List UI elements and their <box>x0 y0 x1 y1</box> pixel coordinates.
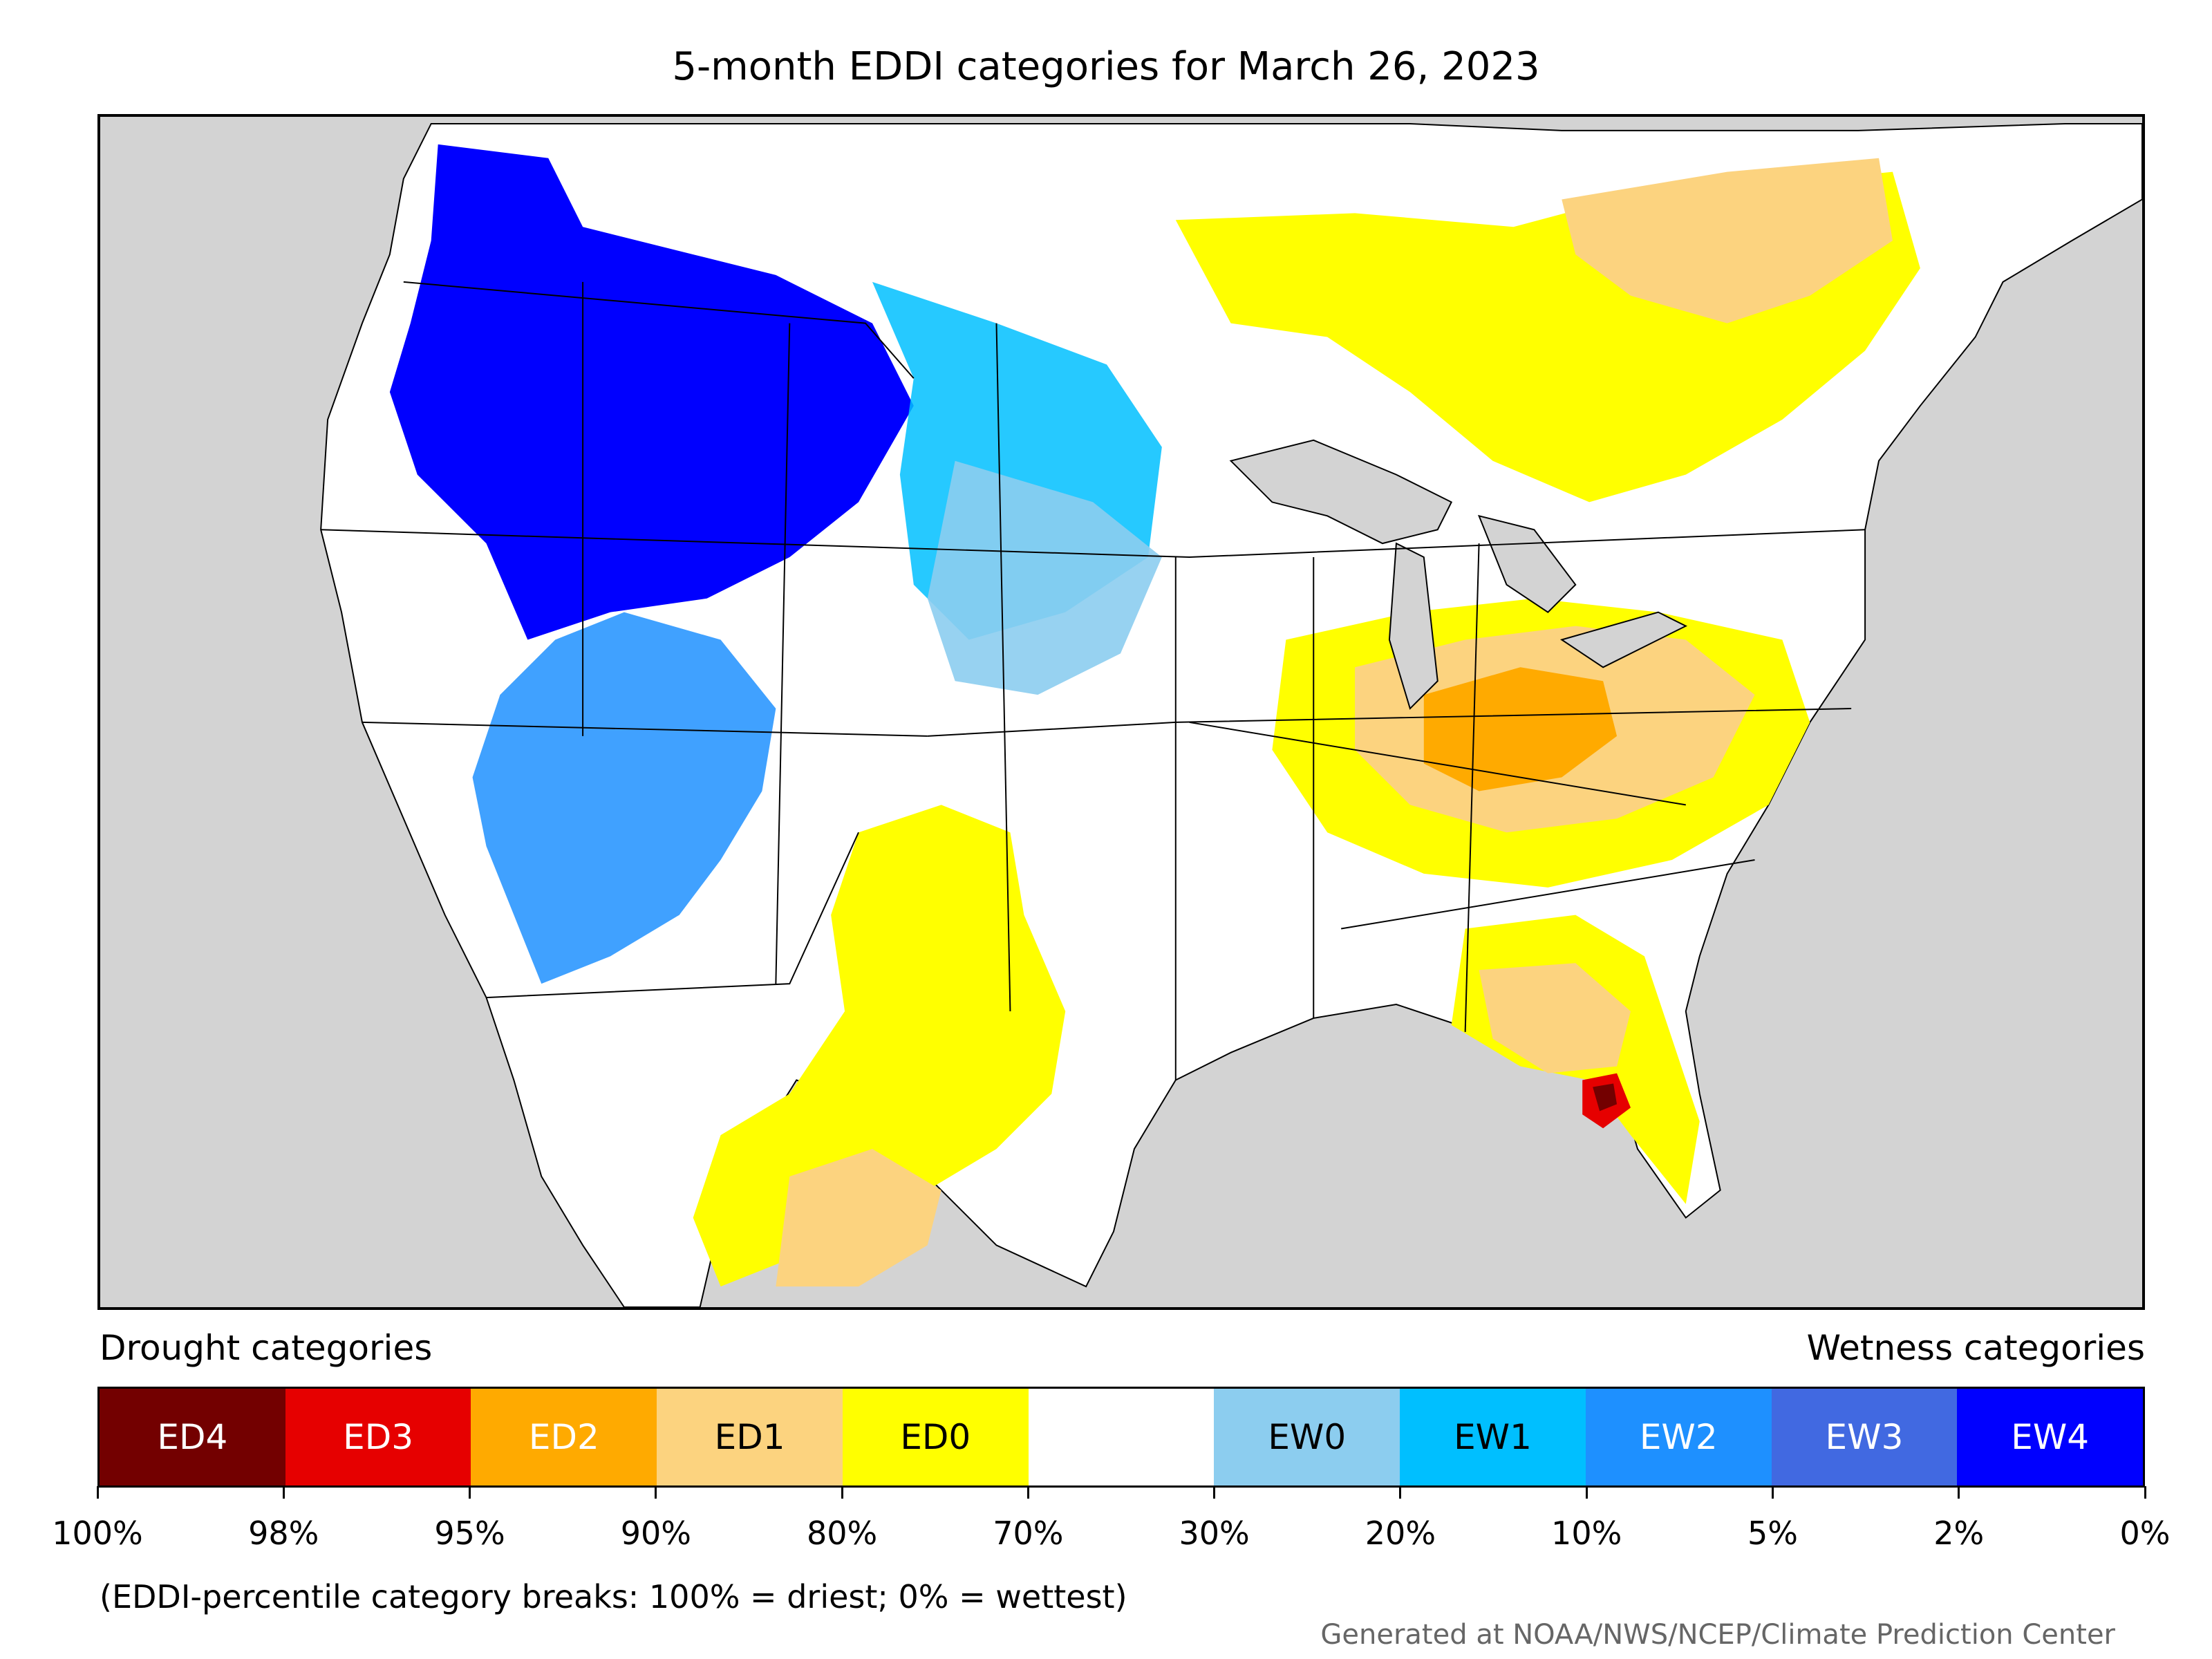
colorbar-tick-label: 10% <box>1551 1515 1622 1552</box>
colorbar-tick-label: 2% <box>1933 1515 1985 1552</box>
colorbar-tick-label: 0% <box>2119 1515 2171 1552</box>
colorbar-tick-label: 98% <box>248 1515 319 1552</box>
colorbar-box-ed0: ED0 <box>842 1389 1029 1485</box>
colorbar-tick-label: 30% <box>1179 1515 1250 1552</box>
drought-region-ed2-ohio-valley <box>1423 667 1618 791</box>
drought-region-ed0-southwest <box>693 805 1066 1287</box>
colorbar-box-ew4: EW4 <box>1957 1389 2144 1485</box>
colorbar-tick <box>96 1486 99 1499</box>
drought-region-ed1-southeast <box>1479 963 1631 1074</box>
percentile-footnote: (EDDI-percentile category breaks: 100% =… <box>100 1578 1127 1615</box>
colorbar-box-ed3: ED3 <box>285 1389 471 1485</box>
colorbar-tick-label: 20% <box>1365 1515 1436 1552</box>
wetness-region-ew0-plains <box>927 460 1162 695</box>
colorbar-box-ed2: ED2 <box>471 1389 657 1485</box>
colorbar-tick <box>655 1486 657 1499</box>
state-borders <box>321 281 1866 1080</box>
map-title: 5-month EDDI categories for March 26, 20… <box>672 44 1540 89</box>
colorbar-tick <box>282 1486 285 1499</box>
wetness-region-ew2-west <box>472 612 776 984</box>
drought-region-ed4-florida <box>1593 1083 1618 1112</box>
colorbar-tick <box>1585 1486 1588 1499</box>
wetness-categories-heading: Wetness categories <box>1806 1328 2145 1368</box>
colorbar-box-neutral <box>1028 1389 1215 1485</box>
colorbar-tick <box>2144 1486 2146 1499</box>
colorbar-tick-label: 70% <box>993 1515 1064 1552</box>
category-colorbar: ED4 ED3 ED2 ED1 ED0 EW0 EW1 EW2 EW3 EW4 <box>97 1387 2145 1488</box>
colorbar-tick <box>841 1486 843 1499</box>
colorbar-tick-label: 80% <box>806 1515 878 1552</box>
colorbar-tick <box>1771 1486 1774 1499</box>
credit-line: Generated at NOAA/NWS/NCEP/Climate Predi… <box>1320 1619 2115 1651</box>
colorbar-box-ew0: EW0 <box>1214 1389 1400 1485</box>
colorbar-tick <box>1027 1486 1029 1499</box>
great-lakes <box>1229 439 1688 710</box>
colorbar-tick <box>469 1486 471 1499</box>
drought-region-ed1-southwest <box>776 1149 941 1287</box>
colorbar-tick <box>1213 1486 1216 1499</box>
drought-region-ed1-northeast <box>1562 158 1893 324</box>
colorbar-box-ed1: ED1 <box>657 1389 843 1485</box>
colorbar-tick <box>1399 1486 1402 1499</box>
map-canvas <box>320 122 2142 1307</box>
colorbar-tick-label: 90% <box>620 1515 691 1552</box>
colorbar-tick-label: 100% <box>52 1515 143 1552</box>
wetness-region-ew4-west <box>389 144 914 640</box>
colorbar-box-ew1: EW1 <box>1400 1389 1586 1485</box>
colorbar-tick <box>1958 1486 1960 1499</box>
colorbar-box-ew3: EW3 <box>1771 1389 1958 1485</box>
colorbar-tick-label: 95% <box>434 1515 505 1552</box>
colorbar-box-ed4: ED4 <box>100 1389 285 1485</box>
eddi-map <box>97 114 2145 1310</box>
colorbar-tick-label: 5% <box>1747 1515 1798 1552</box>
colorbar-box-ew2: EW2 <box>1585 1389 1772 1485</box>
drought-categories-heading: Drought categories <box>100 1328 433 1368</box>
